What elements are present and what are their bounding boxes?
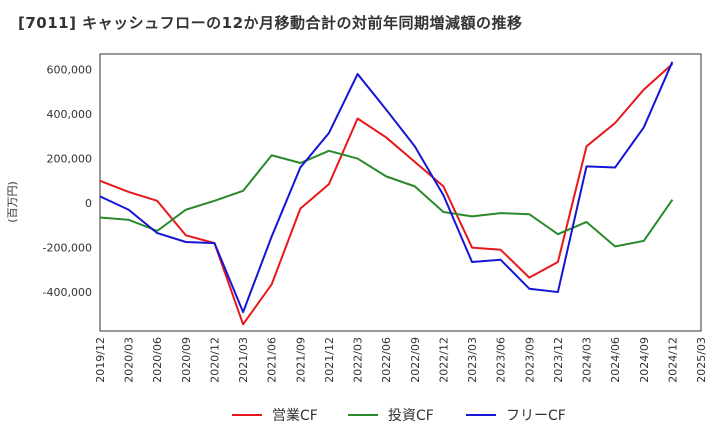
legend-swatch-investing-cf xyxy=(348,414,378,416)
legend: 営業CF 投資CF フリーCF xyxy=(0,403,720,427)
chart-title: [7011] キャッシュフローの12か月移動合計の対前年同期増減額の推移 xyxy=(18,14,523,32)
x-tick-label: 2023/06 xyxy=(495,337,508,383)
x-tick-label: 2025/03 xyxy=(695,337,708,383)
x-tick-label: 2020/03 xyxy=(123,337,136,383)
legend-swatch-operating-cf xyxy=(232,414,262,416)
x-tick-label: 2023/03 xyxy=(466,337,479,383)
x-tick-label: 2022/06 xyxy=(380,337,393,383)
x-tick-label: 2021/12 xyxy=(323,337,336,383)
series-lines xyxy=(99,61,674,326)
x-tick-label: 2023/12 xyxy=(552,337,565,383)
x-tick-label: 2024/03 xyxy=(581,337,594,383)
legend-item-operating-cf: 営業CF xyxy=(232,403,318,427)
y-tick-label: -400,000 xyxy=(43,286,92,299)
x-tick-label: 2024/09 xyxy=(638,337,651,383)
x-tick-labels: 2019/12 2020/03 2020/06 2020/09 2020/12 2021/… xyxy=(94,337,708,383)
x-tick-label: 2022/12 xyxy=(437,337,450,383)
x-tick-label: 2019/12 xyxy=(94,337,107,383)
x-tick-label: 2021/03 xyxy=(237,337,250,383)
legend-item-free-cf: フリーCF xyxy=(466,403,566,427)
series-line-0 xyxy=(99,63,674,326)
axes xyxy=(99,53,702,332)
y-tick-label: 600,000 xyxy=(47,64,93,77)
series-line-2 xyxy=(99,61,674,314)
x-tick-label: 2024/06 xyxy=(609,337,622,383)
x-tick-label: 2020/09 xyxy=(180,337,193,383)
x-tick-label: 2021/06 xyxy=(266,337,279,383)
y-tick-label: -200,000 xyxy=(43,242,92,255)
legend-swatch-free-cf xyxy=(466,414,496,416)
legend-label-free-cf: フリーCF xyxy=(506,408,566,424)
y-axis-label: (百万円) xyxy=(6,181,19,223)
x-tick-label: 2024/12 xyxy=(666,337,679,383)
x-tick-label: 2021/09 xyxy=(294,337,307,383)
y-tick-label: 400,000 xyxy=(47,108,93,121)
y-tick-label: 200,000 xyxy=(47,153,93,166)
x-tick-label: 2020/06 xyxy=(151,337,164,383)
legend-item-investing-cf: 投資CF xyxy=(348,403,434,427)
x-tick-label: 2022/09 xyxy=(409,337,422,383)
y-tick-label: 0 xyxy=(85,197,92,210)
x-tick-label: 2020/12 xyxy=(208,337,221,383)
legend-label-operating-cf: 営業CF xyxy=(272,408,318,424)
x-tick-label: 2022/03 xyxy=(352,337,365,383)
y-tick-labels: -400,000 -200,000 0 200,000 400,000 600,000 xyxy=(43,64,92,299)
x-tick-label: 2023/09 xyxy=(523,337,536,383)
plot-area xyxy=(99,53,702,332)
series-line-1 xyxy=(99,149,674,248)
legend-label-investing-cf: 投資CF xyxy=(388,408,434,424)
